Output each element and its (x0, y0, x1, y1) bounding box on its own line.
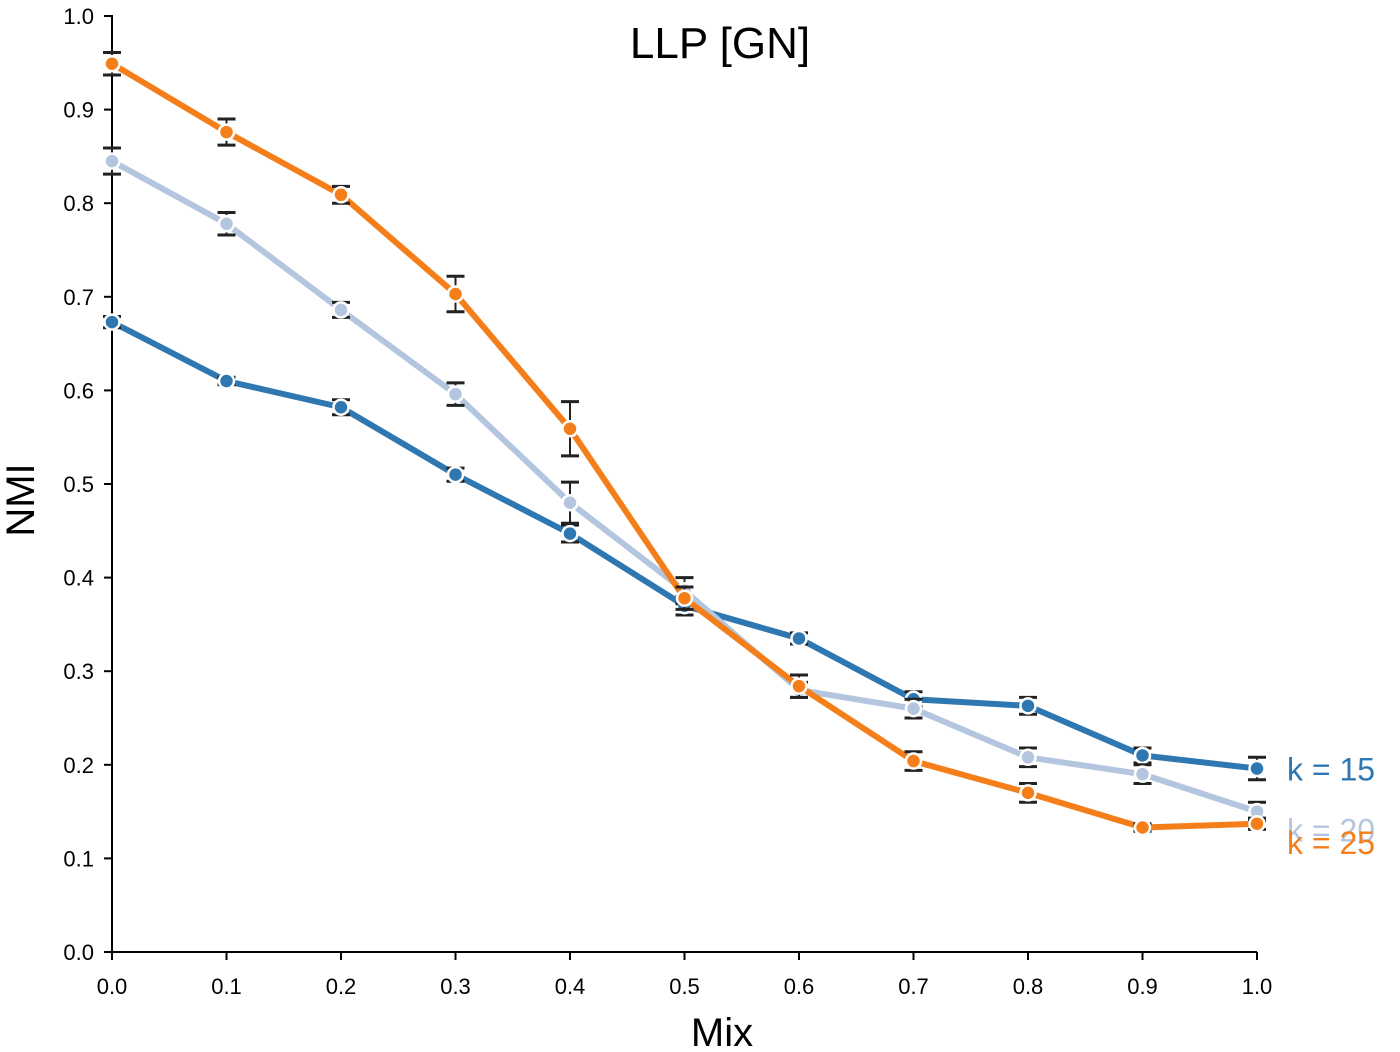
y-tick-label: 1.0 (63, 4, 94, 29)
x-tick-label: 0.7 (898, 974, 929, 999)
data-point (790, 629, 808, 648)
series-layer (103, 51, 1266, 837)
data-point (446, 285, 465, 303)
chart-title: LLP [GN] (630, 19, 810, 68)
x-tick-label: 0.2 (326, 974, 357, 999)
x-tick-label: 0.5 (669, 974, 700, 999)
y-tick-label: 0.7 (63, 285, 94, 310)
series-label: k = 15 (1287, 752, 1375, 788)
data-point (217, 372, 236, 390)
x-axis-ticks: 0.0 0.1 0.2 0.3 0.4 0.5 0.6 0.7 0.8 0.9 1.0 (97, 952, 1273, 999)
data-point (1133, 818, 1152, 837)
data-point (561, 524, 579, 543)
data-point (1248, 815, 1266, 833)
data-point (332, 186, 350, 204)
data-point (675, 589, 694, 607)
data-point (1248, 759, 1266, 778)
data-point (446, 465, 465, 484)
y-tick-label: 0.1 (63, 846, 94, 871)
data-point (561, 493, 579, 512)
data-point (103, 152, 121, 170)
series-label: k = 20 (1287, 813, 1375, 849)
y-tick-label: 0.8 (63, 191, 94, 216)
series-line (109, 319, 1260, 772)
y-tick-label: 0.0 (63, 940, 94, 965)
y-axis-ticks: 0.0 0.1 0.2 0.3 0.4 0.5 0.6 0.7 0.8 0.9 1.0 (63, 4, 112, 965)
data-point (103, 54, 121, 73)
x-axis-title: Mix (691, 1011, 753, 1052)
data-point (1019, 784, 1037, 802)
series-line (109, 60, 1260, 831)
x-tick-label: 0.0 (97, 974, 128, 999)
x-tick-label: 0.4 (555, 974, 586, 999)
data-point (904, 752, 923, 770)
data-point (904, 699, 923, 718)
x-tick-label: 1.0 (1242, 974, 1273, 999)
data-point (103, 313, 121, 331)
data-point (561, 420, 579, 438)
data-point (1133, 746, 1152, 765)
series-labels: k = 15 k = 20k = 25 (1287, 752, 1375, 861)
y-axis-title: NMI (0, 463, 43, 536)
x-tick-label: 0.9 (1127, 974, 1158, 999)
y-tick-label: 0.9 (63, 98, 94, 123)
x-tick-label: 0.1 (211, 974, 242, 999)
x-tick-label: 0.6 (784, 974, 815, 999)
series-2 (103, 146, 1266, 823)
data-point (332, 301, 350, 319)
y-tick-label: 0.2 (63, 753, 94, 778)
data-point (1019, 748, 1037, 767)
y-tick-label: 0.6 (63, 378, 94, 403)
y-tick-label: 0.4 (63, 566, 94, 591)
y-tick-label: 0.5 (63, 472, 94, 497)
series-label: k = 25 (1287, 825, 1375, 861)
data-point (790, 677, 808, 695)
data-point (217, 123, 236, 141)
series-1 (103, 313, 1266, 782)
data-point (1019, 697, 1037, 715)
series-3 (103, 51, 1266, 837)
x-tick-label: 0.8 (1013, 974, 1044, 999)
x-tick-label: 0.3 (440, 974, 471, 999)
data-point (217, 215, 236, 233)
data-point (1133, 765, 1152, 783)
data-point (332, 398, 350, 416)
series-line (109, 158, 1260, 815)
data-point (446, 385, 465, 403)
y-tick-label: 0.3 (63, 659, 94, 684)
